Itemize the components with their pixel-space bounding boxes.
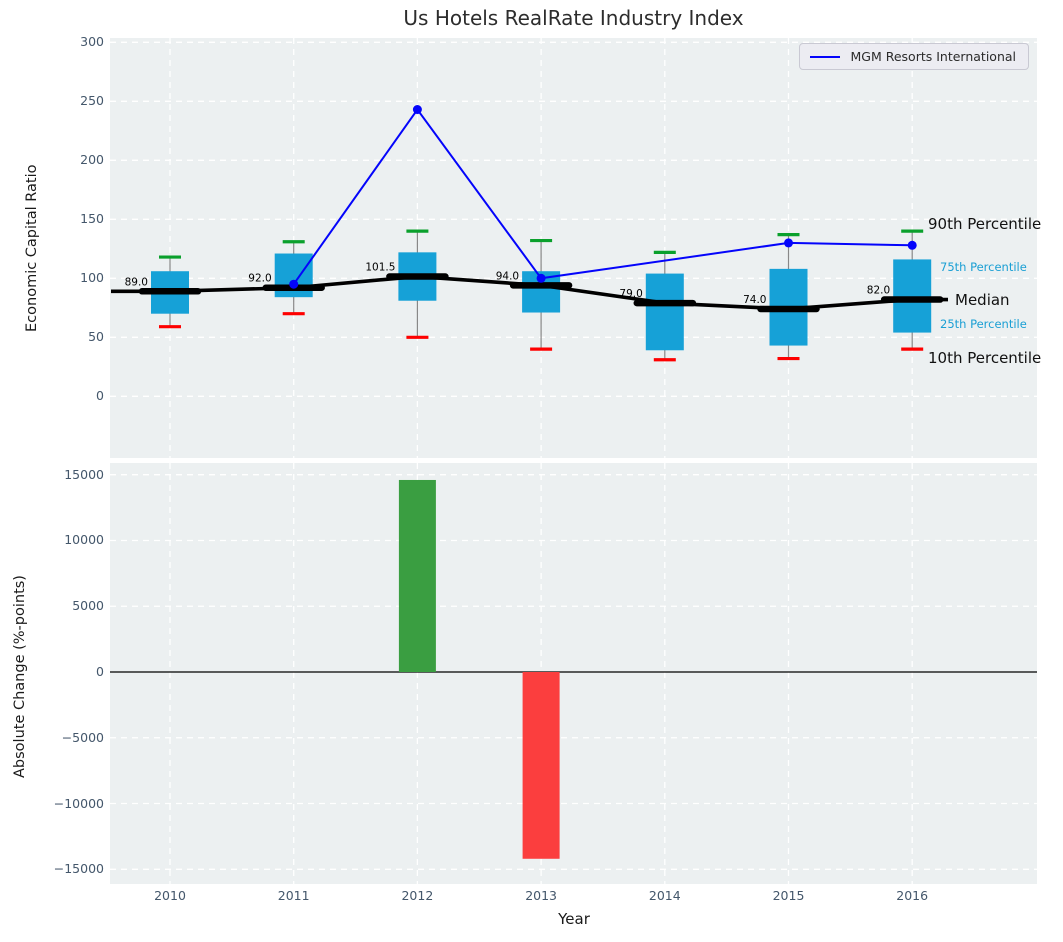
chart-title: Us Hotels RealRate Industry Index	[403, 6, 744, 30]
x-axis-label: Year	[558, 910, 590, 928]
bar-2012	[398, 479, 436, 672]
label-median: Median	[955, 291, 1010, 309]
top-y-tick-0: 0	[96, 388, 104, 404]
top-y-axis-label: Economic Capital Ratio	[24, 164, 40, 332]
mgm-series-line	[292, 107, 913, 285]
median-annotation-2012: 101.5	[365, 262, 395, 274]
label-10th-percentile: 10th Percentile	[928, 349, 1042, 367]
bottom-y-tick-15000: 15000	[64, 466, 104, 482]
mgm-marker-2012	[412, 105, 422, 115]
top-y-tick-300: 300	[80, 34, 104, 50]
median-annotation-2015: 74.0	[743, 294, 766, 306]
label-75th-percentile: 75th Percentile	[940, 260, 1027, 274]
bottom-y-tick-0: 0	[96, 664, 104, 679]
bottom-y-tick--15000: −15000	[53, 861, 104, 877]
x-tick-2016: 2016	[896, 888, 929, 903]
median-annotation-2013: 94.0	[496, 270, 519, 282]
top-y-tick-100: 100	[80, 270, 104, 286]
x-tick-2010: 2010	[154, 888, 186, 903]
x-tick-2015: 2015	[772, 888, 805, 903]
median-annotation-2010: 89.0	[125, 276, 148, 288]
bottom-y-axis-label: Absolute Change (%-points)	[12, 575, 28, 778]
mgm-marker-2016	[907, 240, 917, 250]
median-annotation-2014: 79.0	[619, 288, 642, 300]
top-plot-area: 89.0 92.0 101.5 94.0 79.0 74.0 82.0 MGM Resort…	[110, 38, 1041, 458]
bottom-plot-area	[110, 463, 1037, 884]
bottom-y-tick-10000: 10000	[64, 532, 104, 548]
median-annotation-2011: 92.0	[248, 273, 271, 285]
bar-2013	[522, 672, 560, 859]
bottom-y-tick--5000: −5000	[61, 729, 104, 745]
box-chart-svg: 89.0 92.0 101.5 94.0 79.0 74.0 82.0	[110, 38, 1037, 458]
box-2016	[893, 259, 932, 333]
top-y-tick-250: 250	[80, 93, 104, 109]
bottom-y-tick--10000: −10000	[53, 795, 104, 811]
x-tick-2014: 2014	[648, 888, 681, 903]
bar-chart-svg	[110, 463, 1037, 884]
legend-line-swatch	[810, 55, 841, 58]
x-tick-2011: 2011	[277, 888, 310, 903]
bottom-y-tick-5000: 5000	[72, 598, 104, 614]
top-y-tick-150: 150	[80, 211, 104, 227]
legend: MGM Resorts International	[799, 43, 1029, 70]
mgm-marker-2015	[784, 238, 793, 248]
top-y-tick-50: 50	[88, 329, 104, 345]
mgm-marker-2011	[289, 279, 299, 289]
box-2014	[645, 273, 684, 351]
x-tick-2013: 2013	[525, 888, 557, 903]
label-90th-percentile: 90th Percentile	[928, 215, 1042, 233]
x-tick-2012: 2012	[401, 888, 434, 903]
legend-label: MGM Resorts International	[850, 49, 1016, 64]
top-y-tick-200: 200	[80, 152, 104, 168]
median-annotation-2016: 82.0	[867, 285, 890, 297]
mgm-marker-2013	[536, 273, 546, 283]
label-25th-percentile: 25th Percentile	[940, 317, 1027, 331]
